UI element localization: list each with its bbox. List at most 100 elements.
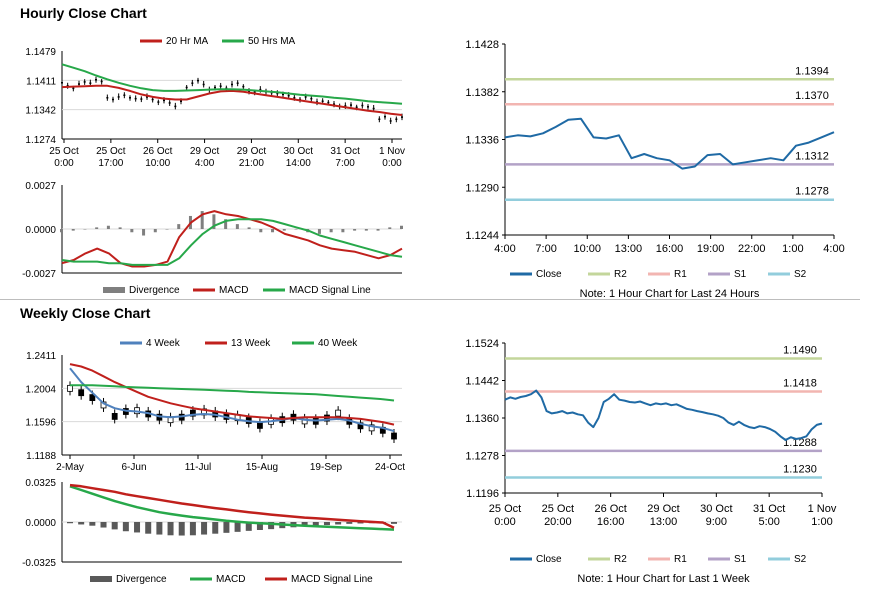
hp-xtick-time: 0:00 bbox=[382, 158, 402, 169]
hm-divergence-bar bbox=[153, 229, 157, 233]
hm-legend-signal-label: MACD Signal Line bbox=[289, 285, 371, 296]
h24-xtick: 4:00 bbox=[494, 243, 515, 255]
wm-divergence-bar bbox=[167, 522, 174, 536]
wp-legend-40week-label: 40 Week bbox=[318, 338, 358, 349]
wp-candle-body bbox=[78, 389, 85, 397]
h24-xtick: 4:00 bbox=[823, 243, 844, 255]
hp-legend-50hrs-label: 50 Hrs MA bbox=[248, 36, 296, 47]
wm-divergence-bar bbox=[335, 522, 342, 525]
h24-xtick: 1:00 bbox=[782, 243, 803, 255]
wm-divergence-bar bbox=[391, 522, 397, 524]
hm-divergence-bar bbox=[317, 229, 321, 234]
w1-legend-s2-label: S2 bbox=[794, 554, 807, 565]
wm-divergence-bar bbox=[357, 522, 364, 524]
wm-legend-signal-label: MACD Signal Line bbox=[291, 574, 373, 585]
hm-divergence-bar bbox=[294, 229, 298, 230]
hp-50hrs-ma-line bbox=[61, 63, 403, 105]
hm-divergence-bar bbox=[212, 214, 216, 229]
wp-legend-13week-label: 13 Week bbox=[231, 338, 271, 349]
wm-divergence-bar bbox=[178, 522, 185, 536]
hm-divergence-bar bbox=[235, 224, 239, 229]
wm-divergence-bar bbox=[189, 522, 196, 536]
w1-xtick-time: 0:00 bbox=[494, 516, 515, 528]
hm-legend-divergence-label: Divergence bbox=[129, 285, 180, 296]
w1-note: Note: 1 Hour Chart for Last 1 Week bbox=[577, 573, 750, 585]
wp-candle-body bbox=[368, 424, 375, 432]
hm-divergence-bar bbox=[83, 229, 87, 230]
h24-level-label-s2: 1.1278 bbox=[795, 186, 829, 198]
hp-xtick-date: 29 Oct bbox=[237, 146, 267, 157]
hm-divergence-bar bbox=[200, 211, 204, 229]
wp-xtick: 6-Jun bbox=[121, 462, 146, 473]
wm-divergence-bar bbox=[156, 522, 163, 535]
h24-legend-s2-label: S2 bbox=[794, 269, 807, 280]
w1-xtick-date: 25 Oct bbox=[542, 503, 574, 515]
wm-divergence-bar bbox=[134, 522, 141, 533]
w1-xtick-time: 20:00 bbox=[544, 516, 572, 528]
hp-xtick-time: 14:00 bbox=[286, 158, 311, 169]
wm-divergence-bar bbox=[234, 522, 241, 532]
wp-xtick: 24-Oct bbox=[375, 462, 405, 473]
wm-divergence-bar bbox=[256, 522, 263, 530]
wp-40week-line bbox=[70, 384, 395, 402]
hm-divergence-bar bbox=[376, 229, 380, 231]
w1-xtick-time: 5:00 bbox=[758, 516, 779, 528]
h24-xtick: 16:00 bbox=[656, 243, 684, 255]
wp-candle-body bbox=[189, 409, 196, 417]
wp-legend-4week-label: 4 Week bbox=[146, 338, 181, 349]
h24-xtick: 22:00 bbox=[738, 243, 766, 255]
hm-divergence-bar bbox=[60, 229, 63, 233]
hm-legend-divergence-swatch bbox=[103, 287, 125, 293]
hm-divergence-bar bbox=[271, 229, 275, 233]
wm-ytick: 0.0000 bbox=[25, 518, 56, 529]
hm-divergence-bar bbox=[388, 227, 392, 229]
h24-note: Note: 1 Hour Chart for Last 24 Hours bbox=[580, 288, 760, 300]
wm-divergence-bar bbox=[212, 522, 219, 534]
hp-xtick-time: 4:00 bbox=[195, 158, 215, 169]
h24-xtick: 13:00 bbox=[615, 243, 643, 255]
h24-legend-close-label: Close bbox=[536, 269, 562, 280]
hp-xtick-time: 17:00 bbox=[98, 158, 123, 169]
h24-level-label-r1: 1.1370 bbox=[795, 90, 829, 102]
w1-close-line bbox=[504, 389, 823, 441]
hp-xtick-date: 26 Oct bbox=[143, 146, 173, 157]
w1-xtick-date: 29 Oct bbox=[647, 503, 679, 515]
wm-ytick: -0.0325 bbox=[22, 558, 56, 569]
wm-divergence-bar bbox=[122, 522, 129, 532]
h24-xtick: 7:00 bbox=[535, 243, 556, 255]
hp-xtick-date: 25 Oct bbox=[96, 146, 126, 157]
h24-xtick: 10:00 bbox=[573, 243, 601, 255]
h24-ytick: 1.1428 bbox=[465, 39, 499, 51]
hm-divergence-bar bbox=[130, 229, 134, 233]
hp-xtick-date: 31 Oct bbox=[330, 146, 360, 157]
h24-ytick: 1.1290 bbox=[465, 182, 499, 194]
wm-divergence-bar bbox=[78, 522, 85, 525]
wm-divergence-bar bbox=[312, 522, 319, 526]
wm-divergence-bar bbox=[268, 522, 275, 530]
wm-divergence-bar bbox=[346, 522, 353, 524]
wp-xtick: 2-May bbox=[56, 462, 84, 473]
w1-xtick-date: 31 Oct bbox=[753, 503, 785, 515]
hm-divergence-bar bbox=[400, 225, 403, 229]
hm-ytick: 0.0000 bbox=[25, 225, 56, 236]
wp-candle-body bbox=[257, 422, 263, 429]
hm-divergence-bar bbox=[177, 224, 181, 229]
wp-ytick: 1.1596 bbox=[25, 418, 56, 429]
wp-ytick: 1.2004 bbox=[25, 384, 56, 395]
hm-ytick: 0.0027 bbox=[25, 181, 56, 192]
w1-xtick-date: 26 Oct bbox=[594, 503, 626, 515]
hp-ytick: 1.1411 bbox=[26, 76, 56, 87]
wp-ytick: 1.2411 bbox=[26, 351, 56, 362]
hm-divergence-bar bbox=[353, 229, 357, 231]
w1-legend-close-label: Close bbox=[536, 554, 562, 565]
wp-ytick: 1.1188 bbox=[26, 451, 56, 462]
hm-macd-line bbox=[61, 210, 403, 268]
wp-candle-body bbox=[335, 409, 342, 417]
h24-legend-r1-label: R1 bbox=[674, 269, 687, 280]
h24-xtick: 19:00 bbox=[697, 243, 725, 255]
hp-ytick: 1.1479 bbox=[25, 47, 56, 58]
hourly-title: Hourly Close Chart bbox=[20, 5, 147, 21]
hm-signal-line bbox=[61, 218, 403, 266]
wm-divergence-bar bbox=[67, 522, 73, 524]
